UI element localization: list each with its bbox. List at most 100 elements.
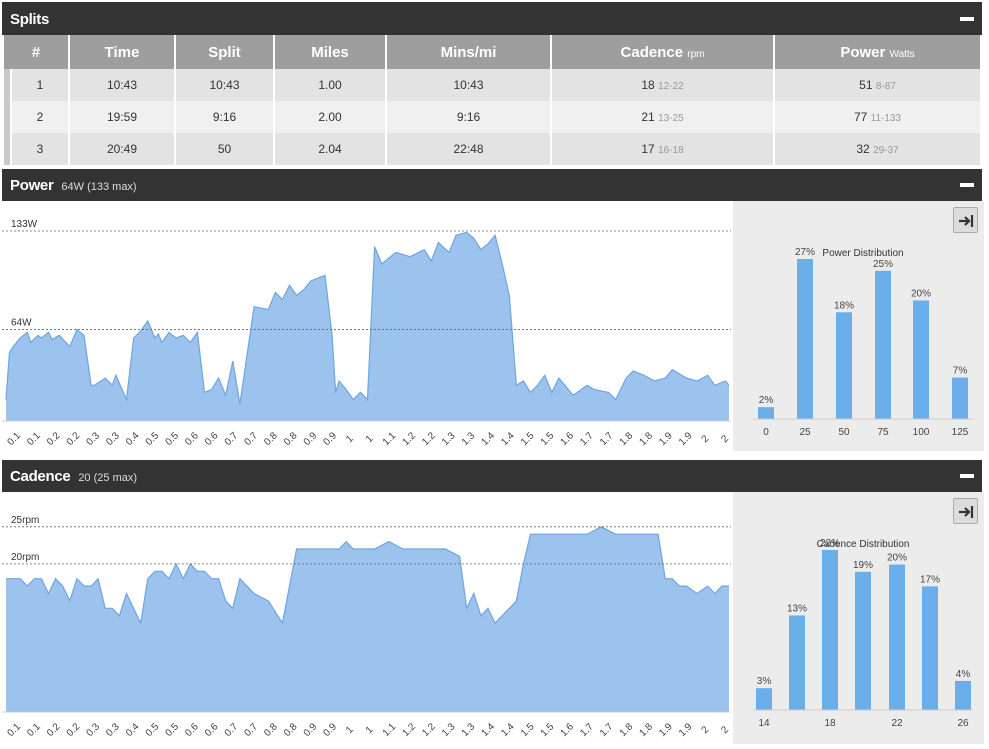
power-x-tick-label: 1 bbox=[364, 433, 376, 445]
power-distribution-chart: Power Distribution 2% 27% 18% 25% 20% 7% 0 25 50 7… bbox=[753, 247, 973, 438]
cadence-x-tick-label: 0.5 bbox=[163, 721, 181, 739]
cadence-dist-bar bbox=[756, 688, 772, 710]
power-dist-bar bbox=[913, 300, 929, 419]
power-collapse-icon[interactable] bbox=[960, 183, 974, 187]
cadence-x-tick-label: 1.9 bbox=[677, 721, 695, 739]
cadence-x-tick-label: 2 bbox=[700, 724, 712, 736]
col-pace[interactable]: Mins/mi bbox=[387, 35, 550, 69]
power-x-tick-label: 1.5 bbox=[539, 430, 557, 448]
power-dist-bar bbox=[952, 377, 968, 419]
power-x-tick-label: 0.1 bbox=[5, 430, 23, 448]
cadence-x-tick-label: 0.4 bbox=[124, 721, 142, 739]
cadence-dist-tick-label: 14 bbox=[758, 718, 770, 729]
power-chart[interactable]: 133W 64W 0.1 0.1 0.2 0.2 0.3 0.3 0.4 0.5 0.5 0.6 0.6… bbox=[2, 201, 731, 451]
cadence-x-tick-label: 0.8 bbox=[262, 721, 280, 739]
expand-distribution-button[interactable] bbox=[953, 207, 978, 233]
cadence-x-tick-label: 1.3 bbox=[440, 721, 458, 739]
power-x-tick-label: 0.1 bbox=[25, 430, 43, 448]
cadence-x-tick-label: 0.2 bbox=[45, 721, 63, 739]
power-x-tick-label: 1.3 bbox=[440, 430, 458, 448]
power-x-tick-label: 1.6 bbox=[558, 430, 576, 448]
cadence-dist-value-label: 22% bbox=[820, 538, 840, 549]
power-dist-bar bbox=[758, 407, 774, 419]
power-dist-value-label: 7% bbox=[953, 366, 968, 377]
col-num[interactable]: # bbox=[4, 35, 68, 69]
cadence-x-tick-label: 0.9 bbox=[321, 721, 339, 739]
cadence-x-tick-label: 0.2 bbox=[65, 721, 83, 739]
splits-title: Splits bbox=[10, 11, 50, 28]
col-power[interactable]: Power Watts bbox=[775, 35, 980, 69]
cadence-avg: 20 bbox=[78, 472, 91, 484]
power-dist-bar bbox=[875, 270, 891, 419]
power-x-tick-label: 1.8 bbox=[637, 430, 655, 448]
cadence-dist-bar bbox=[789, 615, 805, 710]
power-x-tick-label: 1.5 bbox=[519, 430, 537, 448]
power-dist-value-label: 27% bbox=[795, 247, 815, 258]
cadence-x-tick-label: 1.7 bbox=[598, 721, 616, 739]
table-row[interactable]: 3 20:49 50 2.04 22:48 17 16-18 32 29-37 bbox=[4, 133, 980, 165]
col-split[interactable]: Split bbox=[176, 35, 273, 69]
power-x-tick-label: 1.7 bbox=[598, 430, 616, 448]
power-x-tick-label: 2 bbox=[700, 433, 712, 445]
power-dist-tick-label: 75 bbox=[877, 427, 889, 438]
col-time[interactable]: Time bbox=[70, 35, 174, 69]
cadence-dist-value-label: 13% bbox=[787, 603, 807, 614]
power-dist-tick-label: 0 bbox=[763, 427, 769, 438]
cadence-x-tick-label: 0.5 bbox=[144, 721, 162, 739]
power-x-tick-label: 1.4 bbox=[499, 430, 517, 448]
power-x-tick-label: 1.8 bbox=[618, 430, 636, 448]
power-x-tick-label: 0.7 bbox=[242, 430, 260, 448]
power-x-tick-label: 1.1 bbox=[381, 430, 399, 448]
cadence-series-line bbox=[6, 526, 729, 626]
col-cadence[interactable]: Cadence rpm bbox=[552, 35, 773, 69]
cadence-x-tick-label: 1.4 bbox=[479, 721, 497, 739]
power-x-tick-label: 1 bbox=[344, 433, 356, 445]
cadence-dist-value-label: 20% bbox=[887, 553, 907, 564]
arrow-to-right-icon bbox=[959, 215, 974, 227]
cadence-ref-label: 20rpm bbox=[11, 552, 39, 563]
power-dist-bar bbox=[797, 259, 813, 419]
power-x-tick-label: 0.6 bbox=[183, 430, 201, 448]
cadence-x-tick-label: 1 bbox=[344, 724, 356, 736]
cadence-collapse-icon[interactable] bbox=[960, 474, 974, 478]
row-handle bbox=[4, 133, 10, 165]
cadence-x-tick-label: 1.8 bbox=[618, 721, 636, 739]
cadence-x-tick-label: 1.7 bbox=[578, 721, 596, 739]
power-x-tick-label: 1.4 bbox=[479, 430, 497, 448]
cadence-x-tick-label: 1.5 bbox=[519, 721, 537, 739]
power-x-tick-label: 0.7 bbox=[223, 430, 241, 448]
cadence-dist-bar bbox=[889, 564, 905, 710]
cadence-x-tick-label: 1 bbox=[364, 724, 376, 736]
power-x-tick-label: 1.9 bbox=[677, 430, 695, 448]
power-x-tick-label: 1.3 bbox=[460, 430, 478, 448]
power-max: (133 max) bbox=[87, 181, 137, 193]
power-x-tick-label: 1.2 bbox=[420, 430, 438, 448]
cadence-x-tick-label: 1.6 bbox=[558, 721, 576, 739]
splits-table: # Time Split Miles Mins/mi Cadence rpm P… bbox=[2, 35, 982, 165]
cadence-x-tick-label: 0.7 bbox=[242, 721, 260, 739]
power-dist-value-label: 2% bbox=[759, 395, 774, 406]
cadence-x-tick-label: 0.3 bbox=[84, 721, 102, 739]
cadence-dist-bar bbox=[855, 571, 871, 710]
power-ref-label: 133W bbox=[11, 219, 38, 230]
table-row[interactable]: 2 19:59 9:16 2.00 9:16 21 13-25 77 11-13… bbox=[4, 101, 980, 133]
cadence-header: Cadence 20 (25 max) bbox=[2, 460, 982, 492]
power-x-tick-label: 0.5 bbox=[163, 430, 181, 448]
cadence-x-tick-label: 0.1 bbox=[25, 721, 43, 739]
power-x-tick-label: 0.5 bbox=[144, 430, 162, 448]
power-dist-tick-label: 125 bbox=[952, 427, 969, 438]
cadence-dist-value-label: 3% bbox=[757, 676, 772, 687]
splits-collapse-icon[interactable] bbox=[960, 17, 974, 21]
cadence-dist-tick-label: 18 bbox=[824, 718, 836, 729]
expand-distribution-button[interactable] bbox=[953, 498, 978, 524]
power-dist-tick-label: 100 bbox=[913, 427, 930, 438]
power-x-tick-label: 0.2 bbox=[45, 430, 63, 448]
power-x-tick-label: 0.3 bbox=[104, 430, 122, 448]
col-miles[interactable]: Miles bbox=[275, 35, 385, 69]
table-row[interactable]: 1 10:43 10:43 1.00 10:43 18 12-22 51 8-8… bbox=[4, 69, 980, 101]
cadence-chart[interactable]: 25rpm 20rpm 0.1 0.1 0.2 0.2 0.3 0.3 0.4 0.5 0.5 0.6… bbox=[2, 492, 731, 744]
arrow-to-right-icon bbox=[959, 506, 974, 518]
power-series-line bbox=[5, 231, 730, 404]
power-x-tick-label: 0.8 bbox=[282, 430, 300, 448]
